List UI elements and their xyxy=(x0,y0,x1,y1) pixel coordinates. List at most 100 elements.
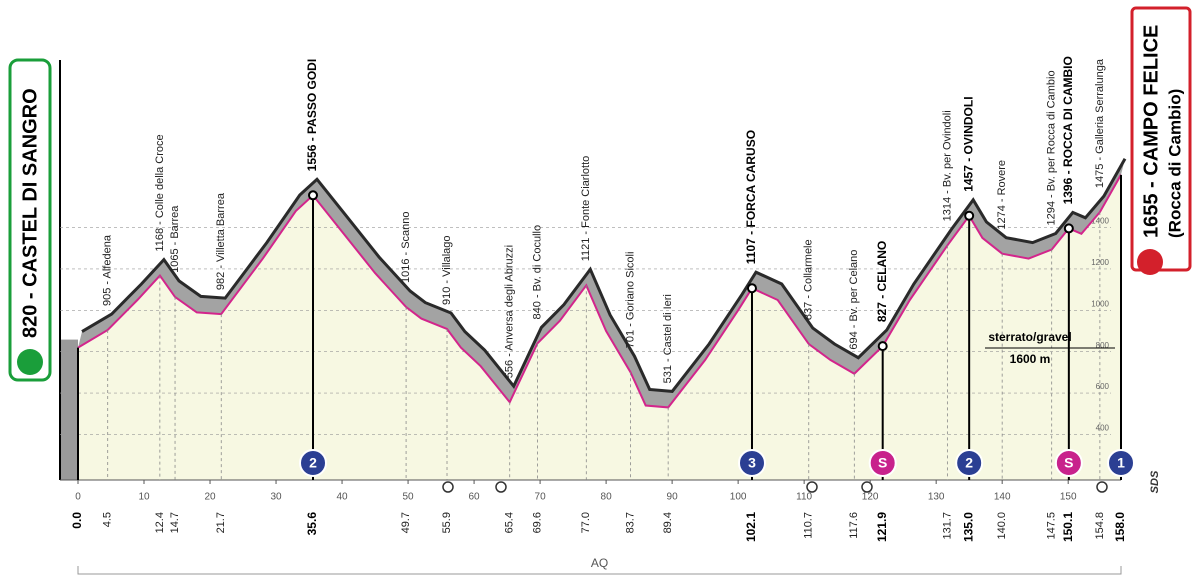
point-label: 531 - Castel di Ieri xyxy=(662,294,674,383)
x-tick-label: 130 xyxy=(928,492,945,503)
km-label: 121.9 xyxy=(875,512,889,542)
y-tick-label: 1400 xyxy=(1091,217,1109,226)
climb-marker-label: 3 xyxy=(748,455,756,471)
start-wall xyxy=(60,339,78,480)
climb-marker xyxy=(737,449,766,477)
km-label: 14.7 xyxy=(169,512,181,533)
summit-dot xyxy=(964,210,975,221)
km-label: 0.0 xyxy=(70,512,84,529)
start-label: 820 - CASTEL DI SANGRO xyxy=(19,88,41,338)
climb-marker xyxy=(299,449,328,477)
x-tick-label: 150 xyxy=(1060,492,1077,503)
climb-marker xyxy=(868,449,897,477)
km-label: 154.8 xyxy=(1094,512,1106,540)
start-box xyxy=(8,58,52,382)
x-tick-label: 120 xyxy=(862,492,879,503)
point-label: 1065 - Barrea xyxy=(169,205,181,273)
x-tick-label: 90 xyxy=(667,492,679,503)
summit-dot xyxy=(1063,223,1074,234)
x-tick-label: 30 xyxy=(270,492,282,503)
finish-box xyxy=(1130,6,1192,272)
x-tick-label: 60 xyxy=(469,492,481,503)
point-label: 827 - CELANO xyxy=(875,241,889,322)
climb-marker-label: 2 xyxy=(965,455,973,471)
tunnel-icon xyxy=(1096,481,1108,493)
km-label: 117.6 xyxy=(848,512,860,539)
climb-marker-label: 1 xyxy=(1117,455,1125,471)
km-label: 83.7 xyxy=(624,512,636,533)
point-label: 982 - Villetta Barrea xyxy=(215,192,227,290)
x-tick-label: 50 xyxy=(403,492,415,503)
point-label: 694 - Bv. per Celano xyxy=(848,250,860,350)
y-tick-label: 600 xyxy=(1096,382,1110,391)
km-label: 135.0 xyxy=(961,512,975,542)
tunnel-icon xyxy=(442,481,454,493)
km-label: 77.0 xyxy=(580,512,592,533)
point-label: 1016 - Scanno xyxy=(400,211,412,283)
finish-icon xyxy=(1137,249,1163,275)
km-label: 110.7 xyxy=(803,512,815,539)
climb-marker xyxy=(955,449,984,477)
km-label: 140.0 xyxy=(996,512,1008,540)
point-label: 1457 - OVINDOLI xyxy=(961,96,975,191)
x-tick-label: 10 xyxy=(138,492,150,503)
km-label: 89.4 xyxy=(662,512,674,533)
climb-marker xyxy=(1054,449,1083,477)
point-label: 905 - Alfedena xyxy=(102,234,114,306)
climb-marker-label: S xyxy=(878,455,887,471)
x-tick-label: 100 xyxy=(730,492,747,503)
logo: SDS xyxy=(1149,470,1161,493)
km-label: 150.1 xyxy=(1061,512,1075,542)
point-label: 701 - Goriano Sicoli xyxy=(624,252,636,349)
point-label: 1168 - Colle della Croce xyxy=(154,134,166,251)
x-tick-label: 20 xyxy=(204,492,216,503)
x-tick-label: 70 xyxy=(535,492,547,503)
x-tick-label: 80 xyxy=(601,492,613,503)
rail-icon xyxy=(861,481,873,493)
km-label: 147.5 xyxy=(1046,512,1058,540)
km-label: 102.1 xyxy=(744,512,758,542)
km-label: 49.7 xyxy=(400,512,412,533)
x-tick-label: 0 xyxy=(75,492,81,503)
point-label: 910 - Villalago xyxy=(441,235,453,305)
gravel-label: sterrato/gravel xyxy=(988,330,1071,344)
point-label: 840 - Bv. di Cocullo xyxy=(531,225,543,320)
tunnel-icon xyxy=(495,481,507,493)
climb-marker-label: 2 xyxy=(309,455,317,471)
point-label: 1314 - Bv. per Ovindoli xyxy=(941,110,953,221)
point-label: 1107 - FORCA CARUSO xyxy=(744,130,758,264)
km-label: 4.5 xyxy=(102,512,114,527)
km-label: 158.0 xyxy=(1113,512,1127,542)
summit-dot xyxy=(308,190,319,201)
km-label: 55.9 xyxy=(441,512,453,533)
y-tick-label: 1200 xyxy=(1091,258,1109,267)
decor xyxy=(442,481,1108,493)
km-label: 69.6 xyxy=(531,512,543,533)
summit-dot xyxy=(746,283,757,294)
point-label: 1274 - Rovere xyxy=(996,160,1008,230)
km-label: 65.4 xyxy=(504,512,516,533)
relief-shadow xyxy=(78,158,1125,408)
finish-sublabel: (Rocca di Cambio) xyxy=(1165,89,1184,238)
y-tick-label: 1000 xyxy=(1091,299,1109,308)
summit-dot xyxy=(877,341,888,352)
finish-label: 1655 - CAMPO FELICE xyxy=(1140,25,1162,238)
x-tick-label: 140 xyxy=(994,492,1011,503)
region-bracket xyxy=(77,566,1122,575)
point-label: 1556 - PASSO GODI xyxy=(305,59,319,171)
relief-edge xyxy=(81,158,1127,393)
point-label: 1396 - ROCCA DI CAMBIO xyxy=(1061,56,1075,204)
point-label: 837 - Collarmele xyxy=(803,239,815,320)
gravel-length: 1600 m xyxy=(1010,352,1051,366)
y-tick-label: 400 xyxy=(1096,424,1110,433)
x-tick-label: 110 xyxy=(796,492,812,503)
point-label: 556 - Anversa degli Abruzzi xyxy=(504,245,516,378)
rail-icon xyxy=(806,481,818,493)
point-label: 1121 - Fonte Ciarlotto xyxy=(580,156,592,262)
profile-area xyxy=(78,174,1121,481)
climb-marker-label: S xyxy=(1064,455,1073,471)
climb-marker xyxy=(1107,449,1135,477)
region-label: AQ xyxy=(591,556,608,570)
y-tick-label: 800 xyxy=(1096,341,1110,350)
